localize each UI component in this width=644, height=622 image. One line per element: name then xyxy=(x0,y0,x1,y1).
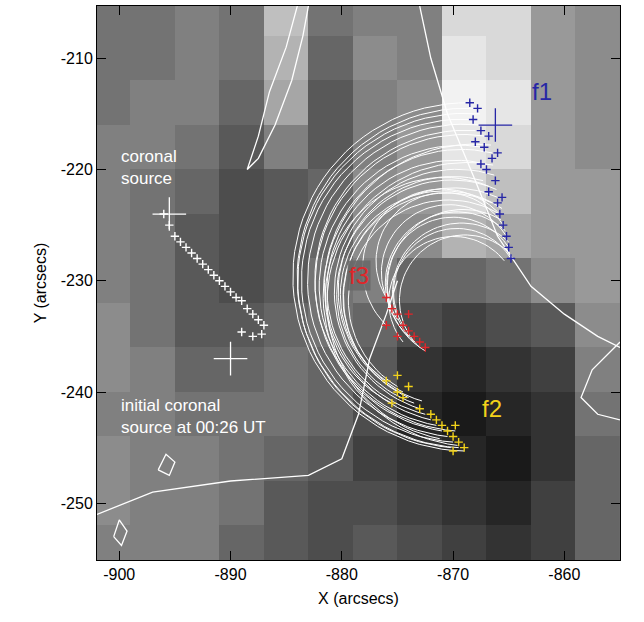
svg-text:-240: -240 xyxy=(61,384,93,401)
svg-text:coronalsource: coronalsource xyxy=(121,147,177,188)
svg-text:Y (arcsecs): Y (arcsecs) xyxy=(32,243,49,324)
svg-text:-890: -890 xyxy=(215,566,247,583)
svg-text:-900: -900 xyxy=(103,566,135,583)
svg-text:-880: -880 xyxy=(326,566,358,583)
svg-text:initial coronalsource at 00:26: initial coronalsource at 00:26 UT xyxy=(121,396,266,437)
svg-text:f1: f1 xyxy=(532,78,552,105)
svg-text:-210: -210 xyxy=(61,50,93,67)
svg-text:-860: -860 xyxy=(548,566,580,583)
svg-text:f3: f3 xyxy=(349,262,369,289)
svg-text:f2: f2 xyxy=(482,395,502,422)
svg-text:-870: -870 xyxy=(437,566,469,583)
svg-text:-250: -250 xyxy=(61,495,93,512)
svg-text:-230: -230 xyxy=(61,272,93,289)
svg-text:X (arcsecs): X (arcsecs) xyxy=(318,590,399,607)
svg-text:-220: -220 xyxy=(61,161,93,178)
